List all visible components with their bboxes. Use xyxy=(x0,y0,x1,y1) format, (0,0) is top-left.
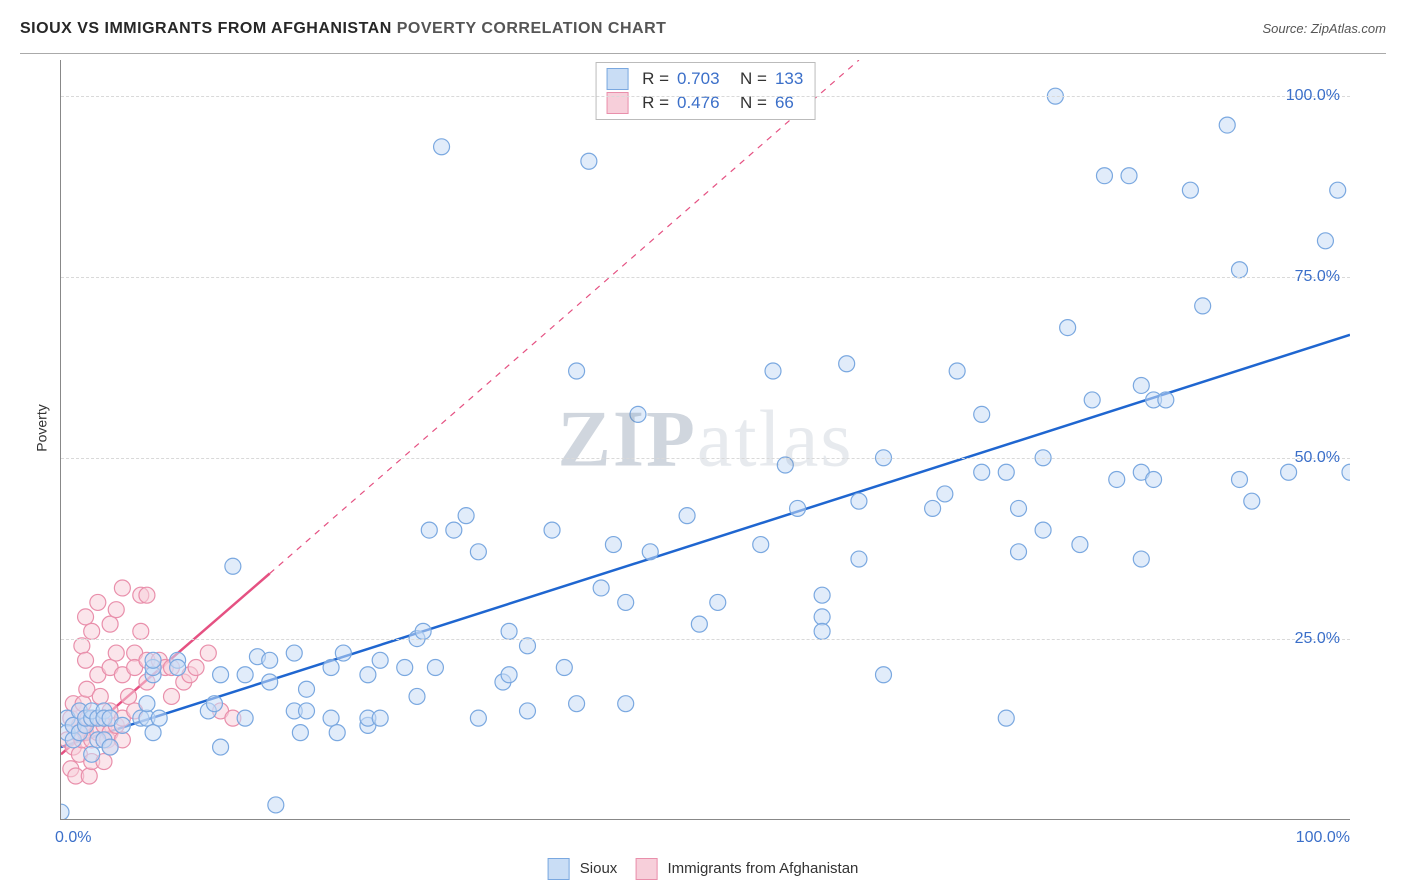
swatch-series2 xyxy=(635,858,657,880)
title-part-1: SIOUX VS IMMIGRANTS FROM AFGHANISTAN xyxy=(20,20,392,37)
y-tick-label: 50.0% xyxy=(1295,449,1340,467)
legend-row: R = 0.703 N = 133 xyxy=(606,68,805,90)
gridline xyxy=(61,96,1350,97)
y-tick-label: 100.0% xyxy=(1286,87,1340,105)
gridline xyxy=(61,458,1350,459)
legend-item: Immigrants from Afghanistan xyxy=(635,858,858,880)
source-name: ZipAtlas.com xyxy=(1311,21,1386,36)
chart-header: SIOUX VS IMMIGRANTS FROM AFGHANISTAN POV… xyxy=(20,20,1386,38)
header-divider xyxy=(20,53,1386,54)
source-label: Source: xyxy=(1262,21,1310,36)
legend-label: Sioux xyxy=(580,860,618,877)
gridline xyxy=(61,639,1350,640)
y-tick-label: 75.0% xyxy=(1295,268,1340,286)
plot-svg xyxy=(61,60,1350,819)
legend-item: Sioux xyxy=(548,858,618,880)
n-value: 133 xyxy=(775,69,805,89)
gridline xyxy=(61,277,1350,278)
series-legend: Sioux Immigrants from Afghanistan xyxy=(548,858,859,880)
y-tick-label: 25.0% xyxy=(1295,630,1340,648)
swatch-series1 xyxy=(548,858,570,880)
swatch-series1 xyxy=(606,68,628,90)
chart-title: SIOUX VS IMMIGRANTS FROM AFGHANISTAN POV… xyxy=(20,20,666,38)
r-label: R = xyxy=(642,69,669,89)
n-label: N = xyxy=(740,69,767,89)
correlation-legend: R = 0.703 N = 133 R = 0.476 N = 66 xyxy=(595,62,816,120)
plot-area: ZIPatlas R = 0.703 N = 133 R = 0.476 N =… xyxy=(60,60,1350,820)
r-value: 0.703 xyxy=(677,69,732,89)
x-tick-min: 0.0% xyxy=(55,829,91,847)
title-part-2: POVERTY CORRELATION CHART xyxy=(392,20,667,37)
y-axis-label: Poverty xyxy=(34,404,50,451)
legend-label: Immigrants from Afghanistan xyxy=(667,860,858,877)
x-tick-max: 100.0% xyxy=(1296,829,1350,847)
source-attribution: Source: ZipAtlas.com xyxy=(1262,21,1386,36)
